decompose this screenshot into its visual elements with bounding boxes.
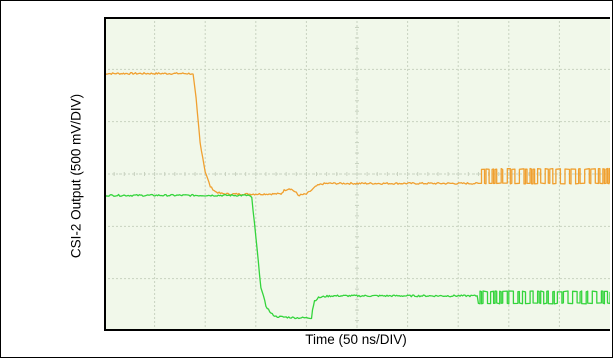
oscilloscope-plot [104,17,610,331]
y-axis-label: CSI-2 Output (500 mV/DIV) [68,93,84,259]
trace-line-2 [104,193,610,320]
grid [104,17,610,331]
trace-line-1 [104,72,610,197]
x-axis-label: Time (50 ns/DIV) [305,332,407,347]
traces [104,72,610,320]
plot-border [104,17,610,331]
